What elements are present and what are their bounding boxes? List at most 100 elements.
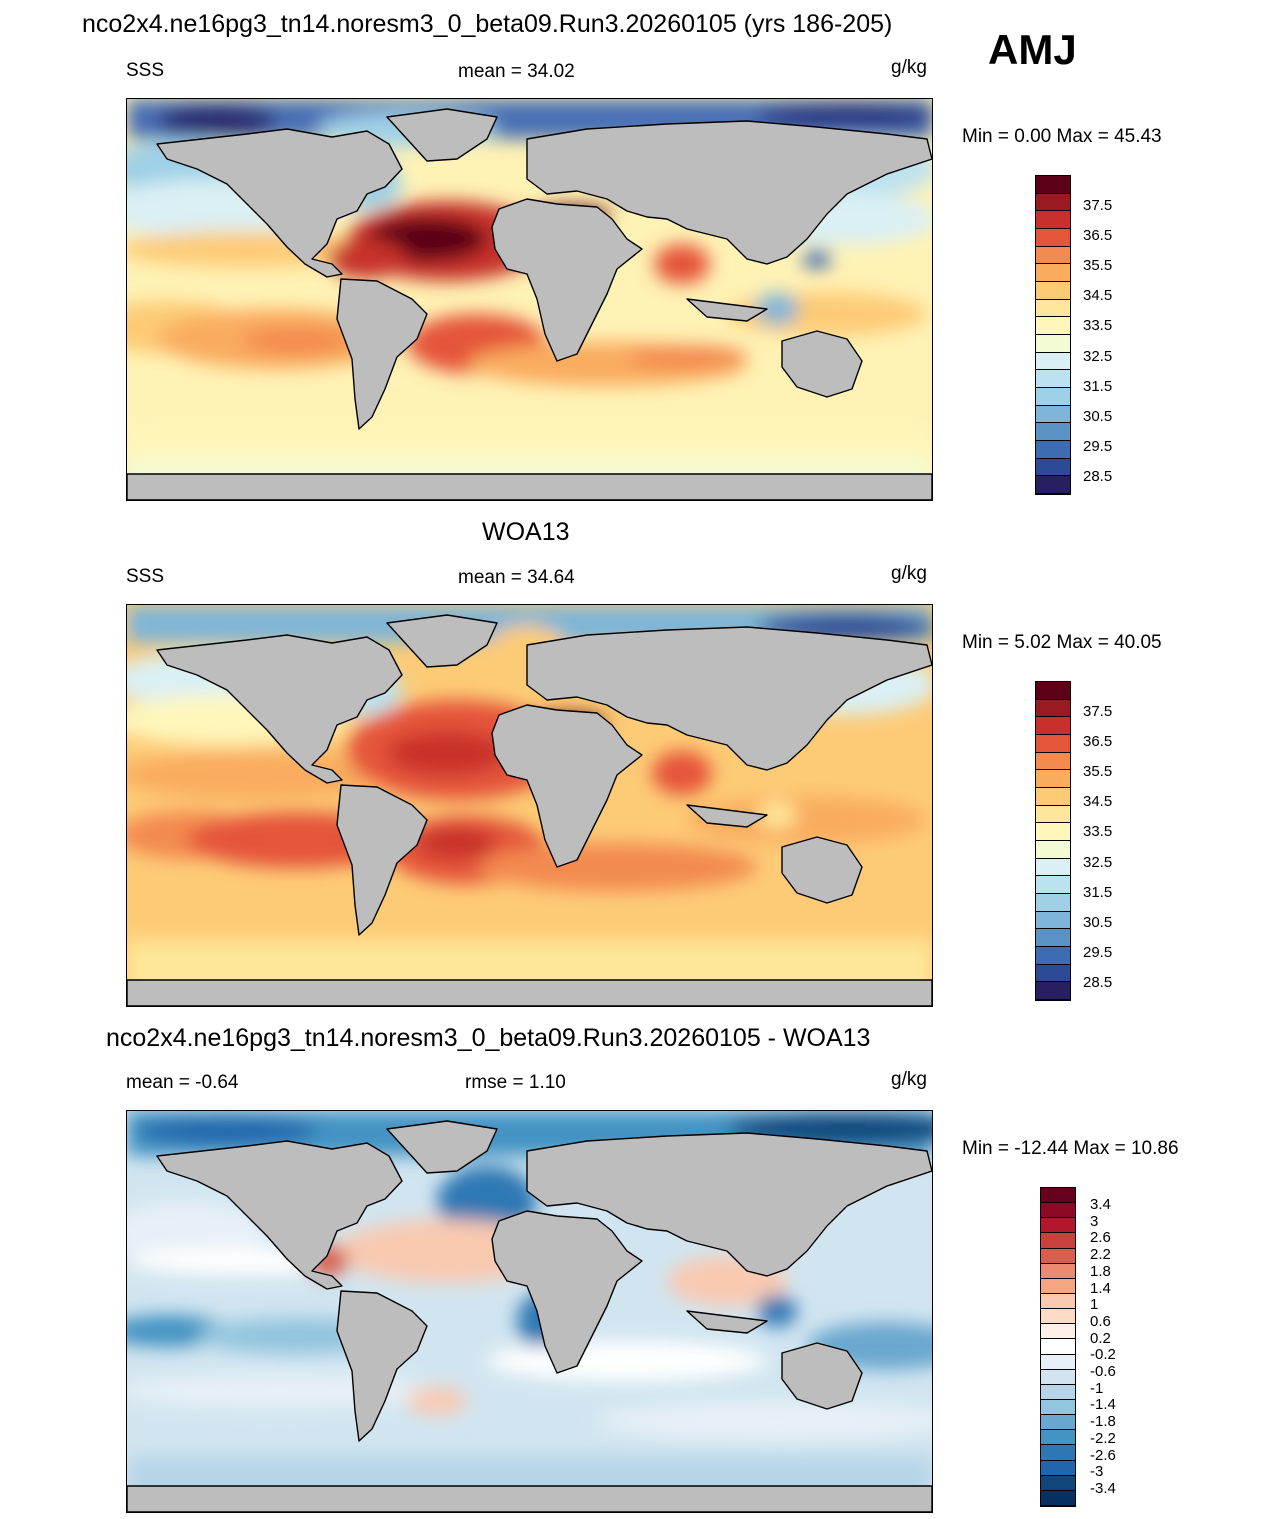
colorbar-tick-label: -2.2: [1090, 1429, 1116, 1447]
colorbar-tick-label: -2.6: [1090, 1446, 1116, 1464]
panel1-minmax-label: Min = 0.00 Max = 45.43: [962, 126, 1162, 147]
colorbar-swatch: [1041, 1490, 1075, 1506]
colorbar-tick-label: 1: [1090, 1296, 1099, 1314]
colorbar-swatch: [1041, 1475, 1075, 1491]
colorbar-swatch: [1036, 734, 1070, 753]
panel3-title: nco2x4.ne16pg3_tn14.noresm3_0_beta09.Run…: [106, 1024, 871, 1052]
colorbar-swatch: [1041, 1188, 1075, 1204]
colorbar-tick-label: 34.5: [1083, 793, 1113, 811]
panel1-colorbar: [1035, 175, 1071, 495]
colorbar-tick-label: -0.2: [1090, 1346, 1116, 1364]
colorbar-swatch: [1041, 1399, 1075, 1416]
colorbar-swatch: [1041, 1384, 1075, 1400]
colorbar-swatch: [1036, 440, 1070, 459]
colorbar-swatch: [1036, 699, 1070, 718]
colorbar-tick-label: 1.8: [1090, 1262, 1111, 1280]
colorbar-swatch: [1036, 211, 1070, 229]
colorbar-tick-label: 28.5: [1083, 467, 1113, 485]
panel2-colorbar: [1035, 681, 1071, 1001]
panel2-map: [126, 604, 933, 1007]
colorbar-tick-label: 0.2: [1090, 1329, 1111, 1347]
colorbar-tick-label: 3: [1090, 1212, 1099, 1230]
colorbar-swatch: [1041, 1369, 1075, 1385]
colorbar-swatch: [1041, 1445, 1075, 1461]
colorbar-swatch: [1036, 476, 1070, 494]
colorbar-swatch: [1041, 1203, 1075, 1219]
colorbar-swatch: [1036, 228, 1070, 247]
panel1-mean-label: mean = 34.02: [458, 61, 575, 82]
colorbar-tick-label: -3: [1090, 1463, 1104, 1481]
colorbar-swatch: [1036, 805, 1070, 824]
colorbar-tick-label: -1.8: [1090, 1413, 1116, 1431]
panel3-minmax-label: Min = -12.44 Max = 10.86: [962, 1138, 1179, 1159]
colorbar-swatch: [1036, 176, 1070, 194]
colorbar-tick-label: 32.5: [1083, 347, 1113, 365]
colorbar-tick-label: 1.4: [1090, 1279, 1111, 1297]
panel2-variable-label: SSS: [126, 566, 165, 587]
colorbar-tick-label: 31.5: [1083, 377, 1113, 395]
colorbar-swatch: [1041, 1248, 1075, 1264]
panel2-mean-label: mean = 34.64: [458, 567, 575, 588]
colorbar-swatch: [1036, 752, 1070, 771]
panel3-units-label: g/kg: [891, 1069, 927, 1090]
colorbar-swatch: [1036, 317, 1070, 335]
colorbar-swatch: [1041, 1415, 1075, 1431]
panel2-title: WOA13: [482, 518, 570, 546]
colorbar-swatch: [1036, 458, 1070, 477]
colorbar-swatch: [1036, 370, 1070, 388]
colorbar-tick-label: 29.5: [1083, 943, 1113, 961]
colorbar-swatch: [1036, 982, 1070, 1000]
colorbar-swatch: [1036, 876, 1070, 894]
colorbar-tick-label: 34.5: [1083, 287, 1113, 305]
colorbar-tick-label: -1.4: [1090, 1396, 1116, 1414]
colorbar-swatch: [1036, 929, 1070, 947]
colorbar-tick-label: 28.5: [1083, 973, 1113, 991]
colorbar-tick-label: 35.5: [1083, 763, 1113, 781]
colorbar-tick-label: 36.5: [1083, 733, 1113, 751]
colorbar-swatch: [1041, 1233, 1075, 1249]
panel3-map: [126, 1110, 933, 1513]
colorbar-swatch: [1041, 1339, 1075, 1355]
colorbar-tick-label: 37.5: [1083, 703, 1113, 720]
colorbar-swatch: [1036, 334, 1070, 353]
panel1-variable-label: SSS: [126, 60, 165, 81]
colorbar-tick-label: 32.5: [1083, 853, 1113, 871]
colorbar-swatch: [1041, 1460, 1075, 1476]
panel3-colorbar: [1040, 1187, 1076, 1507]
colorbar-swatch: [1036, 840, 1070, 859]
colorbar-swatch: [1036, 299, 1070, 318]
colorbar-swatch: [1036, 281, 1070, 300]
colorbar-swatch: [1036, 717, 1070, 735]
colorbar-swatch: [1036, 858, 1070, 877]
colorbar-tick-label: -1: [1090, 1379, 1104, 1397]
colorbar-tick-label: 2.2: [1090, 1246, 1111, 1264]
colorbar-swatch: [1036, 387, 1070, 406]
panel3-mean-label: mean = -0.64: [126, 1072, 239, 1093]
colorbar-swatch: [1036, 787, 1070, 806]
colorbar-swatch: [1041, 1354, 1075, 1370]
colorbar-swatch: [1036, 964, 1070, 983]
panel1-units-label: g/kg: [891, 57, 927, 78]
colorbar-swatch: [1036, 911, 1070, 930]
colorbar-tick-label: 35.5: [1083, 257, 1113, 275]
colorbar-tick-label: 31.5: [1083, 883, 1113, 901]
colorbar-swatch: [1036, 405, 1070, 424]
panel3-rmse-label: rmse = 1.10: [465, 1072, 566, 1093]
colorbar-tick-label: 33.5: [1083, 317, 1113, 335]
colorbar-swatch: [1041, 1430, 1075, 1446]
colorbar-tick-label: 2.6: [1090, 1229, 1111, 1247]
colorbar-swatch: [1036, 893, 1070, 912]
colorbar-tick-label: 3.4: [1090, 1196, 1111, 1213]
colorbar-tick-label: 36.5: [1083, 227, 1113, 245]
colorbar-swatch: [1041, 1263, 1075, 1279]
panel2-units-label: g/kg: [891, 563, 927, 584]
colorbar-tick-label: -3.4: [1090, 1479, 1116, 1497]
colorbar-swatch: [1036, 423, 1070, 441]
colorbar-swatch: [1036, 352, 1070, 371]
colorbar-swatch: [1041, 1324, 1075, 1340]
colorbar-swatch: [1036, 246, 1070, 265]
colorbar-tick-label: 37.5: [1083, 197, 1113, 214]
colorbar-tick-label: 30.5: [1083, 407, 1113, 425]
main-title: nco2x4.ne16pg3_tn14.noresm3_0_beta09.Run…: [82, 10, 893, 38]
colorbar-swatch: [1041, 1278, 1075, 1294]
